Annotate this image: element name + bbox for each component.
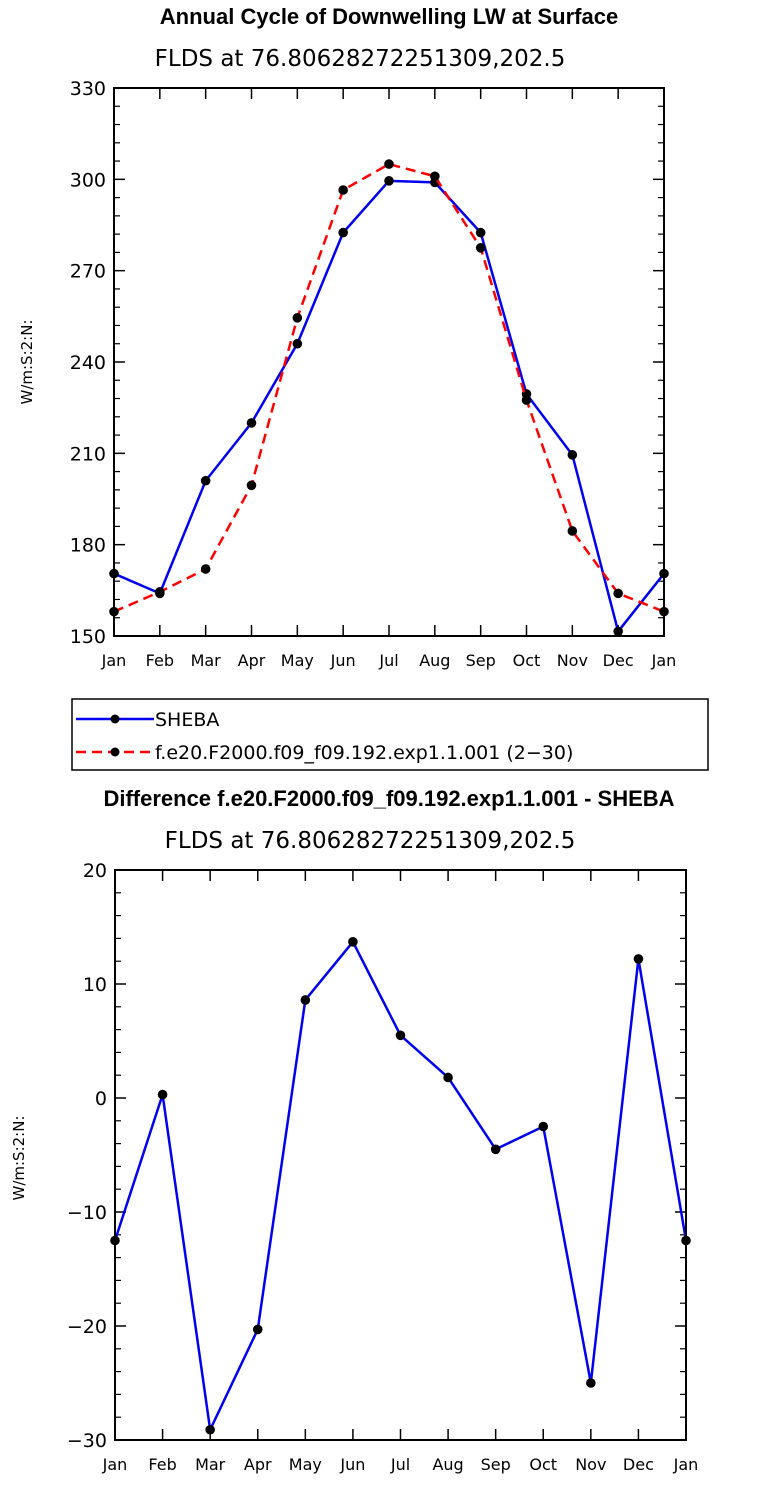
x-tick-label: Jul bbox=[378, 651, 398, 670]
data-point bbox=[300, 995, 311, 1005]
legend-marker-sheba bbox=[110, 714, 120, 724]
x-tick-label: Oct bbox=[513, 651, 541, 670]
x-tick-label: Sep bbox=[466, 651, 496, 670]
x-tick-label: Jun bbox=[330, 651, 356, 670]
series-line-1 bbox=[113, 162, 665, 613]
x-tick-label: Aug bbox=[419, 651, 450, 670]
chart-1-title: Annual Cycle of Downwelling LW at Surfac… bbox=[160, 4, 618, 29]
chart-2-title: Difference f.e20.F2000.f09_f09.192.exp1.… bbox=[103, 786, 674, 811]
x-tick-label: Sep bbox=[481, 1455, 511, 1474]
chart-2-series bbox=[110, 937, 691, 1435]
data-point bbox=[252, 1324, 263, 1335]
chart-1-y-axis-label: W/m:S:2:N: bbox=[18, 320, 36, 405]
chart-1-ticks: Jan Feb Mar Apr May Jun Jul Aug Sep Oct Nov Dec Jan 1… bbox=[70, 78, 677, 670]
data-point bbox=[475, 227, 486, 238]
x-tick-label: Jan bbox=[651, 651, 677, 670]
y-tick-label: 0 bbox=[95, 1088, 107, 1110]
chart-2-subtitle: FLDS at 76.80628272251309,202.5 bbox=[165, 828, 576, 854]
data-point bbox=[246, 480, 257, 491]
legend-label-sheba: SHEBA bbox=[155, 709, 219, 731]
y-tick-label: 240 bbox=[70, 352, 106, 374]
x-tick-label: Aug bbox=[432, 1455, 463, 1474]
x-tick-label: Jun bbox=[339, 1455, 365, 1474]
series-line-0 bbox=[113, 179, 665, 633]
y-tick-label: 150 bbox=[70, 626, 106, 648]
data-point bbox=[521, 395, 532, 405]
data-point bbox=[200, 564, 211, 574]
x-tick-label: Feb bbox=[148, 1455, 176, 1474]
data-point bbox=[292, 313, 303, 323]
x-tick-label: Dec bbox=[623, 1455, 654, 1474]
data-point bbox=[157, 1089, 168, 1100]
y-tick-label: 330 bbox=[70, 78, 106, 100]
data-point bbox=[633, 954, 644, 964]
y-tick-label: −20 bbox=[67, 1316, 107, 1338]
legend-box bbox=[71, 698, 709, 771]
x-tick-label: Nov bbox=[557, 651, 588, 670]
chart-1: Annual Cycle of Downwelling LW at Surfac… bbox=[18, 4, 676, 670]
chart-1-plot-frame bbox=[113, 87, 665, 637]
data-point bbox=[292, 338, 303, 349]
y-tick-label: 20 bbox=[83, 860, 107, 882]
y-tick-label: 300 bbox=[70, 169, 106, 191]
x-tick-label: Nov bbox=[575, 1455, 606, 1474]
data-point bbox=[384, 159, 394, 169]
legend-marker-model bbox=[110, 747, 120, 757]
x-tick-label: Oct bbox=[529, 1455, 557, 1474]
data-point bbox=[430, 171, 440, 182]
data-point bbox=[567, 450, 578, 460]
x-tick-label: Jul bbox=[390, 1455, 410, 1474]
data-point bbox=[613, 588, 623, 599]
x-tick-label: Dec bbox=[603, 651, 634, 670]
x-tick-label: Jan bbox=[102, 1455, 128, 1474]
y-tick-label: 10 bbox=[83, 974, 107, 996]
chart-1-series bbox=[109, 159, 669, 637]
chart-1-legend: SHEBA f.e20.F2000.f09_f09.192.exp1.1.001… bbox=[71, 698, 709, 771]
data-point bbox=[246, 418, 257, 428]
data-point bbox=[475, 243, 486, 253]
data-point bbox=[490, 1144, 501, 1155]
data-point bbox=[567, 526, 578, 536]
y-tick-label: −30 bbox=[67, 1430, 107, 1452]
data-point bbox=[586, 1378, 596, 1388]
y-tick-label: 180 bbox=[70, 535, 106, 557]
data-point bbox=[338, 185, 348, 195]
x-tick-label: May bbox=[289, 1455, 322, 1474]
y-tick-label: 210 bbox=[70, 443, 106, 465]
x-tick-label: Jan bbox=[673, 1455, 699, 1474]
data-point bbox=[384, 176, 394, 186]
chart-2-ticks: Jan Feb Mar Apr May Jun Jul Aug Sep Oct Nov Dec Jan −… bbox=[67, 860, 698, 1474]
chart-2-y-axis-label: W/m:S:2:N: bbox=[10, 1116, 28, 1201]
data-point bbox=[205, 1424, 215, 1435]
x-tick-label: Apr bbox=[238, 651, 266, 670]
x-tick-label: May bbox=[281, 651, 314, 670]
data-point bbox=[200, 475, 211, 486]
data-point bbox=[348, 937, 358, 947]
chart-2: Difference f.e20.F2000.f09_f09.192.exp1.… bbox=[10, 786, 698, 1474]
x-tick-label: Mar bbox=[191, 651, 222, 670]
data-point bbox=[613, 626, 623, 637]
data-point bbox=[538, 1121, 549, 1132]
series-line-0 bbox=[113, 940, 688, 1431]
legend-label-model: f.e20.F2000.f09_f09.192.exp1.1.001 (2−30… bbox=[155, 742, 573, 764]
data-point bbox=[443, 1072, 453, 1083]
y-tick-label: −10 bbox=[67, 1202, 107, 1224]
data-point bbox=[155, 587, 165, 597]
data-point bbox=[395, 1030, 406, 1041]
x-tick-label: Apr bbox=[244, 1455, 272, 1474]
x-tick-label: Jan bbox=[101, 651, 127, 670]
data-point bbox=[338, 227, 348, 238]
y-tick-label: 270 bbox=[70, 261, 106, 283]
x-tick-label: Mar bbox=[195, 1455, 226, 1474]
chart-1-subtitle: FLDS at 76.80628272251309,202.5 bbox=[155, 46, 566, 72]
x-tick-label: Feb bbox=[146, 651, 174, 670]
chart-2-plot-frame bbox=[114, 869, 687, 1441]
